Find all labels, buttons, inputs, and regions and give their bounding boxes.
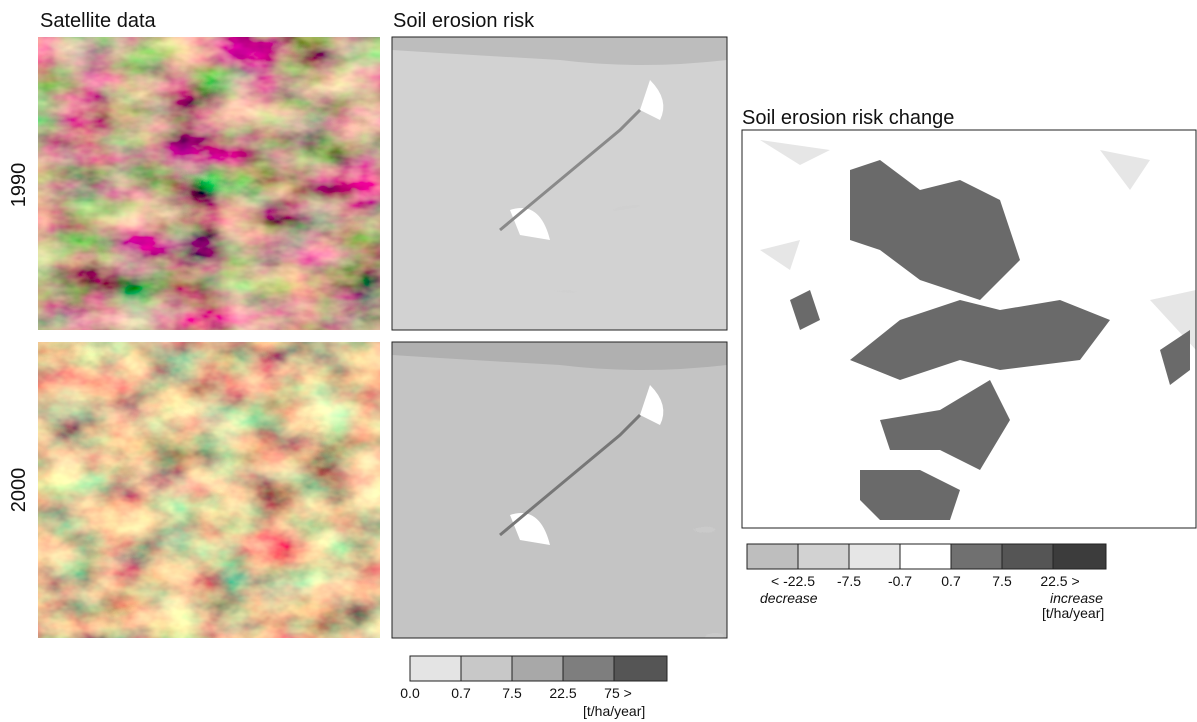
legend-label: 22.5 — [549, 685, 576, 701]
legend-unit: [t/ha/year] — [583, 703, 645, 719]
legend-label: 0.7 — [941, 573, 961, 589]
change-legend — [747, 544, 1106, 569]
legend-label: -7.5 — [837, 573, 861, 589]
panel-title: Satellite data — [40, 10, 157, 32]
legend-label: 0.0 — [400, 685, 420, 701]
legend-label: 22.5 > — [1040, 573, 1079, 589]
satellite-image — [38, 342, 380, 638]
legend-note: decrease — [760, 590, 818, 606]
change-map — [742, 130, 1196, 528]
legend-label: 0.7 — [451, 685, 471, 701]
erosion-legend — [410, 656, 667, 681]
erosion-map — [392, 342, 727, 638]
row-label: 1990 — [8, 163, 30, 208]
satellite-image — [38, 37, 380, 330]
legend-label: -0.7 — [888, 573, 912, 589]
panel-title: Soil erosion risk change — [742, 107, 954, 129]
erosion-map — [392, 37, 727, 330]
legend-label: 75 > — [604, 685, 632, 701]
row-label: 2000 — [8, 468, 30, 513]
panel-title: Soil erosion risk — [393, 10, 535, 32]
legend-label: 7.5 — [502, 685, 522, 701]
figure: Satellite data Soil erosion risk Soil er… — [0, 0, 1197, 722]
legend-unit: [t/ha/year] — [1042, 605, 1104, 621]
legend-label: 7.5 — [992, 573, 1012, 589]
legend-note: increase — [1050, 590, 1103, 606]
legend-label: < -22.5 — [771, 573, 815, 589]
